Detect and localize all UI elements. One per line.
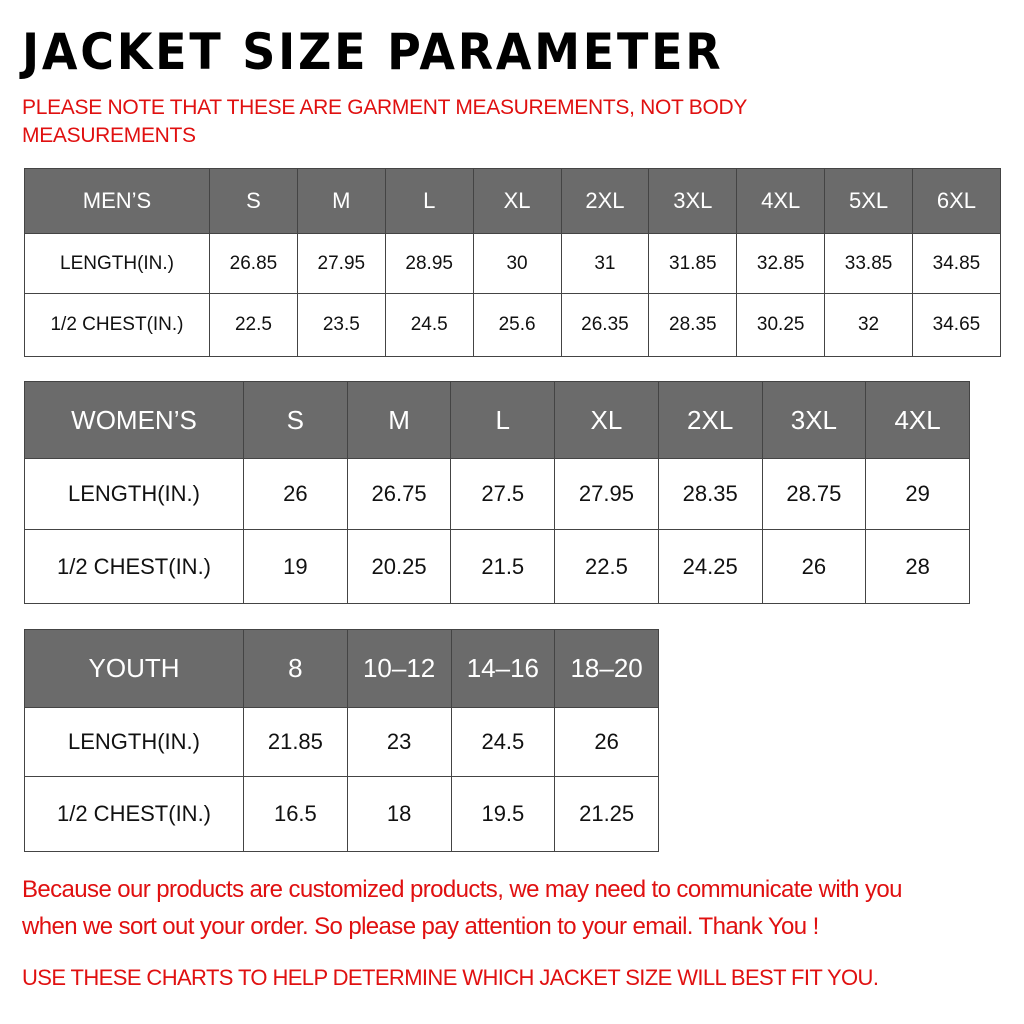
measurement-cell: 21.85 [243,707,348,777]
measurement-cell: 20.25 [346,529,452,604]
measurement-cell: 33.85 [824,233,913,294]
table-row: LENGTH(IN.) 26 26.75 27.5 27.95 28.35 28.75 29 [24,458,970,530]
size-header: S [209,168,298,234]
measurement-cell: 28.35 [648,293,738,357]
measurement-cell: 27.95 [554,458,659,530]
size-header: XL [554,381,659,459]
size-header: 8 [243,629,348,708]
row-label: 1/2 CHEST(IN.) [24,293,210,357]
measurement-cell: 26.75 [346,458,452,530]
size-header: 2XL [657,381,763,459]
garment-note: PLEASE NOTE THAT THESE ARE GARMENT MEASU… [22,96,747,147]
size-header: M [296,168,386,234]
row-label: LENGTH(IN.) [24,458,244,530]
measurement-cell: 26.85 [209,233,298,294]
header-row: YOUTH 8 10–12 14–16 18–20 [24,629,659,708]
size-header: 2XL [560,168,650,234]
measurement-cell: 26 [243,458,348,530]
size-header: 4XL [865,381,970,459]
measurement-cell: 24.5 [384,293,474,357]
measurement-cell: 34.85 [912,233,1001,294]
row-label: 1/2 CHEST(IN.) [24,776,244,852]
measurement-cell: 26 [761,529,867,604]
footer-line-3: USE THESE CHARTS TO HELP DETERMINE WHICH… [22,965,879,990]
measurement-cell: 26 [554,707,659,777]
size-header: 3XL [761,381,867,459]
size-header: 14–16 [450,629,556,708]
measurement-cell: 25.6 [472,293,562,357]
measurement-cell: 28.75 [761,458,867,530]
size-header: 3XL [648,168,738,234]
measurement-cell: 16.5 [243,776,348,852]
measurement-cell: 19 [243,529,348,604]
row-label: LENGTH(IN.) [24,707,244,777]
measurement-cell: 18 [346,776,452,852]
footer-line-1: Because our products are customized prod… [22,876,902,903]
youth-size-table: YOUTH 8 10–12 14–16 18–20 LENGTH(IN.) 21.85 23 2… [24,629,659,852]
size-header: 18–20 [554,629,659,708]
size-header: S [243,381,348,459]
measurement-cell: 32.85 [736,233,826,294]
category-header: WOMEN’S [24,381,244,459]
measurement-cell: 29 [865,458,970,530]
size-header: L [384,168,474,234]
table-row: 1/2 CHEST(IN.) 19 20.25 21.5 22.5 24.25 26 28 [24,529,970,604]
size-header: 4XL [736,168,826,234]
page-title: JACKET SIZE PARAMETER [22,23,724,81]
measurement-cell: 31 [560,233,650,294]
table-row: 1/2 CHEST(IN.) 22.5 23.5 24.5 25.6 26.35 28.35… [24,293,1001,357]
measurement-cell: 27.95 [296,233,386,294]
table-row: LENGTH(IN.) 21.85 23 24.5 26 [24,707,659,777]
measurement-cell: 28.35 [657,458,763,530]
measurement-cell: 21.25 [554,776,659,852]
measurement-cell: 24.5 [450,707,556,777]
category-header: YOUTH [24,629,244,708]
row-label: 1/2 CHEST(IN.) [24,529,244,604]
measurement-cell: 22.5 [554,529,659,604]
header-row: WOMEN’S S M L XL 2XL 3XL 4XL [24,381,970,459]
measurement-cell: 34.65 [912,293,1001,357]
size-header: 5XL [824,168,913,234]
footer-line-2: when we sort out your order. So please p… [22,913,819,940]
header-row: MEN’S S M L XL 2XL 3XL 4XL 5XL 6XL [24,168,1001,234]
measurement-cell: 23 [346,707,452,777]
size-header: M [346,381,452,459]
measurement-cell: 30 [472,233,562,294]
category-header: MEN’S [24,168,210,234]
measurement-cell: 23.5 [296,293,386,357]
measurement-cell: 28 [865,529,970,604]
table-row: 1/2 CHEST(IN.) 16.5 18 19.5 21.25 [24,776,659,852]
measurement-cell: 21.5 [450,529,556,604]
measurement-cell: 22.5 [209,293,298,357]
measurement-cell: 30.25 [736,293,826,357]
row-label: LENGTH(IN.) [24,233,210,294]
mens-size-table: MEN’S S M L XL 2XL 3XL 4XL 5XL 6XL LENGTH(IN.) 26.8… [24,168,1001,357]
measurement-cell: 28.95 [384,233,474,294]
womens-size-table: WOMEN’S S M L XL 2XL 3XL 4XL LENGTH(IN.) 26 26.75 2… [24,381,970,604]
measurement-cell: 26.35 [560,293,650,357]
table-row: LENGTH(IN.) 26.85 27.95 28.95 30 31 31.85 32.85… [24,233,1001,294]
measurement-cell: 32 [824,293,913,357]
size-header: 10–12 [346,629,452,708]
size-header: XL [472,168,562,234]
measurement-cell: 27.5 [450,458,556,530]
size-header: 6XL [912,168,1001,234]
size-header: L [450,381,556,459]
measurement-cell: 31.85 [648,233,738,294]
measurement-cell: 19.5 [450,776,556,852]
measurement-cell: 24.25 [657,529,763,604]
